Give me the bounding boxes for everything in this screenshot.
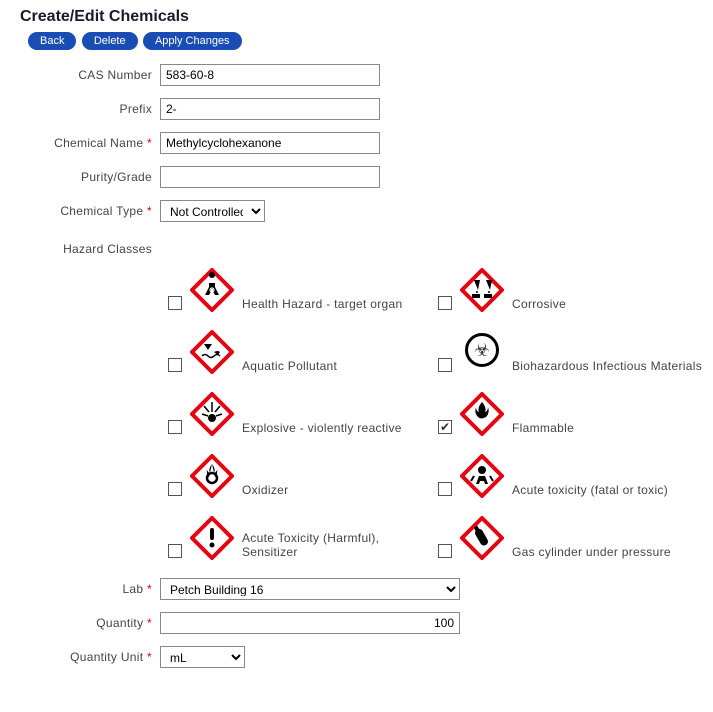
biohazard-label: Biohazardous Infectious Materials [512,359,702,374]
button-row: Back Delete Apply Changes [28,32,693,50]
gas-cylinder-icon [460,516,504,560]
chemical-type-select[interactable]: Not Controlled [160,200,265,222]
acute-toxicity-icon [460,454,504,498]
gas-cylinder-checkbox[interactable] [438,544,452,558]
flammable-label: Flammable [512,421,574,436]
aquatic-pollutant-checkbox[interactable] [168,358,182,372]
cas-number-label: CAS Number [20,68,160,82]
oxidizer-checkbox[interactable] [168,482,182,496]
acute-toxicity-checkbox[interactable] [438,482,452,496]
biohazard-icon: ☣ [460,330,504,374]
harmful-checkbox[interactable] [168,544,182,558]
back-button[interactable]: Back [28,32,76,50]
delete-button[interactable]: Delete [82,32,138,50]
prefix-label: Prefix [20,102,160,116]
flammable-checkbox[interactable]: ✔ [438,420,452,434]
prefix-input[interactable] [160,98,380,120]
cas-number-input[interactable] [160,64,380,86]
hazard-classes-block: Health Hazard - target organ Corrosive A… [168,268,713,560]
lab-select[interactable]: Petch Building 16 [160,578,460,600]
health-hazard-label: Health Hazard - target organ [242,297,402,312]
corrosive-icon [460,268,504,312]
chemical-name-input[interactable] [160,132,380,154]
harmful-label: Acute Toxicity (Harmful), Sensitizer [242,531,438,560]
health-hazard-icon [190,268,234,312]
apply-changes-button[interactable]: Apply Changes [143,32,242,50]
quantity-unit-select[interactable]: mL [160,646,245,668]
quantity-input[interactable] [160,612,460,634]
acute-toxicity-label: Acute toxicity (fatal or toxic) [512,483,668,498]
health-hazard-checkbox[interactable] [168,296,182,310]
oxidizer-icon [190,454,234,498]
biohazard-checkbox[interactable] [438,358,452,372]
flammable-icon [460,392,504,436]
page-title: Create/Edit Chemicals [20,8,693,26]
gas-cylinder-label: Gas cylinder under pressure [512,545,671,560]
chemical-name-label: Chemical Name * [20,136,160,150]
chemical-type-label: Chemical Type * [20,204,160,218]
quantity-unit-label: Quantity Unit * [20,650,160,664]
lab-label: Lab * [20,582,160,596]
corrosive-checkbox[interactable] [438,296,452,310]
explosive-checkbox[interactable] [168,420,182,434]
harmful-icon [190,516,234,560]
purity-grade-label: Purity/Grade [20,170,160,184]
purity-grade-input[interactable] [160,166,380,188]
aquatic-pollutant-icon [190,330,234,374]
hazard-classes-label: Hazard Classes [20,242,160,256]
explosive-icon [190,392,234,436]
aquatic-pollutant-label: Aquatic Pollutant [242,359,337,374]
oxidizer-label: Oxidizer [242,483,288,498]
quantity-label: Quantity * [20,616,160,630]
corrosive-label: Corrosive [512,297,566,312]
explosive-label: Explosive - violently reactive [242,421,402,436]
